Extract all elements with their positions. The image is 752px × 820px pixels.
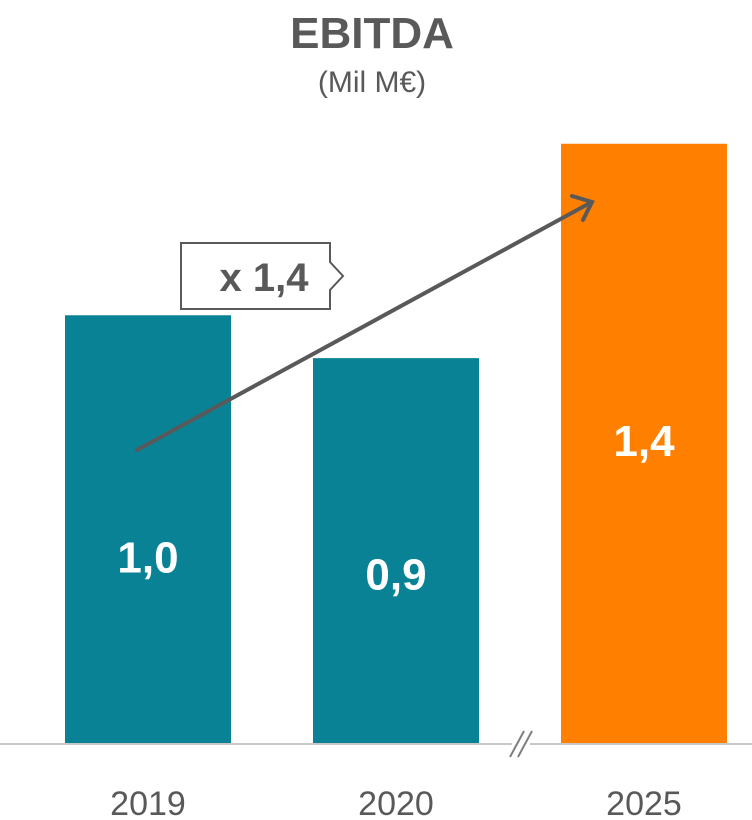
growth-arrow-line <box>135 201 592 452</box>
axis-break-slash <box>509 730 525 758</box>
bar-2020 <box>313 358 479 744</box>
growth-callout-box <box>180 242 345 310</box>
x-tick-label-2020: 2020 <box>358 785 434 820</box>
x-tick-label-2019: 2019 <box>110 785 186 820</box>
axis-break-slash <box>517 730 533 758</box>
growth-annotation: x 1,4 <box>135 194 595 452</box>
x-tick-labels-group: 2019 2020 2025 <box>110 785 682 820</box>
value-labels-group: 1,0 0,9 1,4 <box>117 417 675 600</box>
bars-group <box>65 143 727 744</box>
chart-subtitle: (Mil M€) <box>318 66 426 99</box>
axis-break-icon <box>509 730 533 758</box>
arrow-head-icon <box>570 194 595 222</box>
growth-multiplier-label: x 1,4 <box>220 256 310 300</box>
bar-2019 <box>65 315 231 744</box>
data-label-2020: 0,9 <box>365 551 426 600</box>
chart-title: EBITDA <box>290 9 454 58</box>
bar-2025 <box>561 143 727 744</box>
x-tick-label-2025: 2025 <box>606 785 682 820</box>
data-label-2019: 1,0 <box>117 534 178 583</box>
data-label-2025: 1,4 <box>613 417 675 466</box>
